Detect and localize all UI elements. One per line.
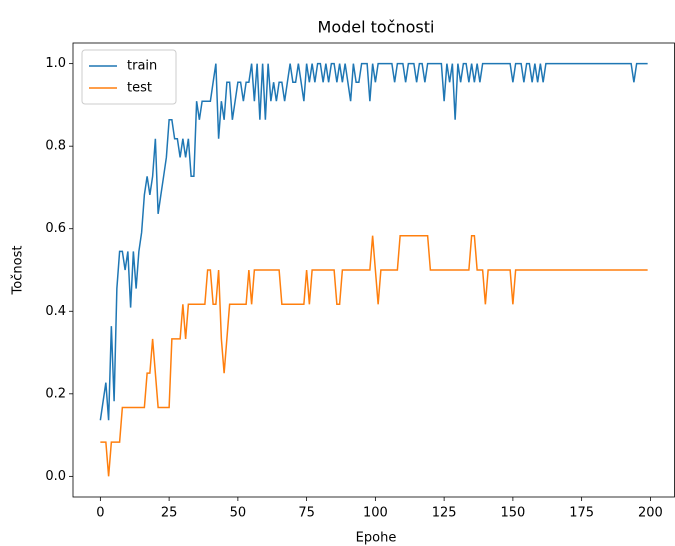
x-tick-label: 175 [569,506,594,521]
y-tick-label: 1.0 [45,56,66,71]
x-tick-label: 125 [432,506,457,521]
legend-box [81,49,177,105]
y-tick-label: 0.8 [45,139,66,154]
x-tick-label: 150 [500,506,525,521]
legend-label: test [127,81,152,96]
x-tick-label: 25 [161,506,178,521]
x-tick-label: 75 [298,506,315,521]
x-tick-label: 100 [363,506,388,521]
x-tick-label: 50 [230,506,247,521]
y-tick-label: 0.4 [45,304,66,319]
line-series [99,62,648,421]
x-tick-label: 200 [638,506,663,521]
line-series [100,234,648,477]
x-tick-label: 0 [96,506,104,521]
legend-label: train [127,59,157,74]
y-tick-label: 0.2 [45,386,66,401]
x-axis-label: Epohe [356,531,397,546]
y-tick-label: 0.6 [45,221,66,236]
y-tick-label: 0.0 [45,469,66,484]
y-axis-label: Točnost [11,246,26,296]
chart-title: Model točnosti [318,18,435,37]
